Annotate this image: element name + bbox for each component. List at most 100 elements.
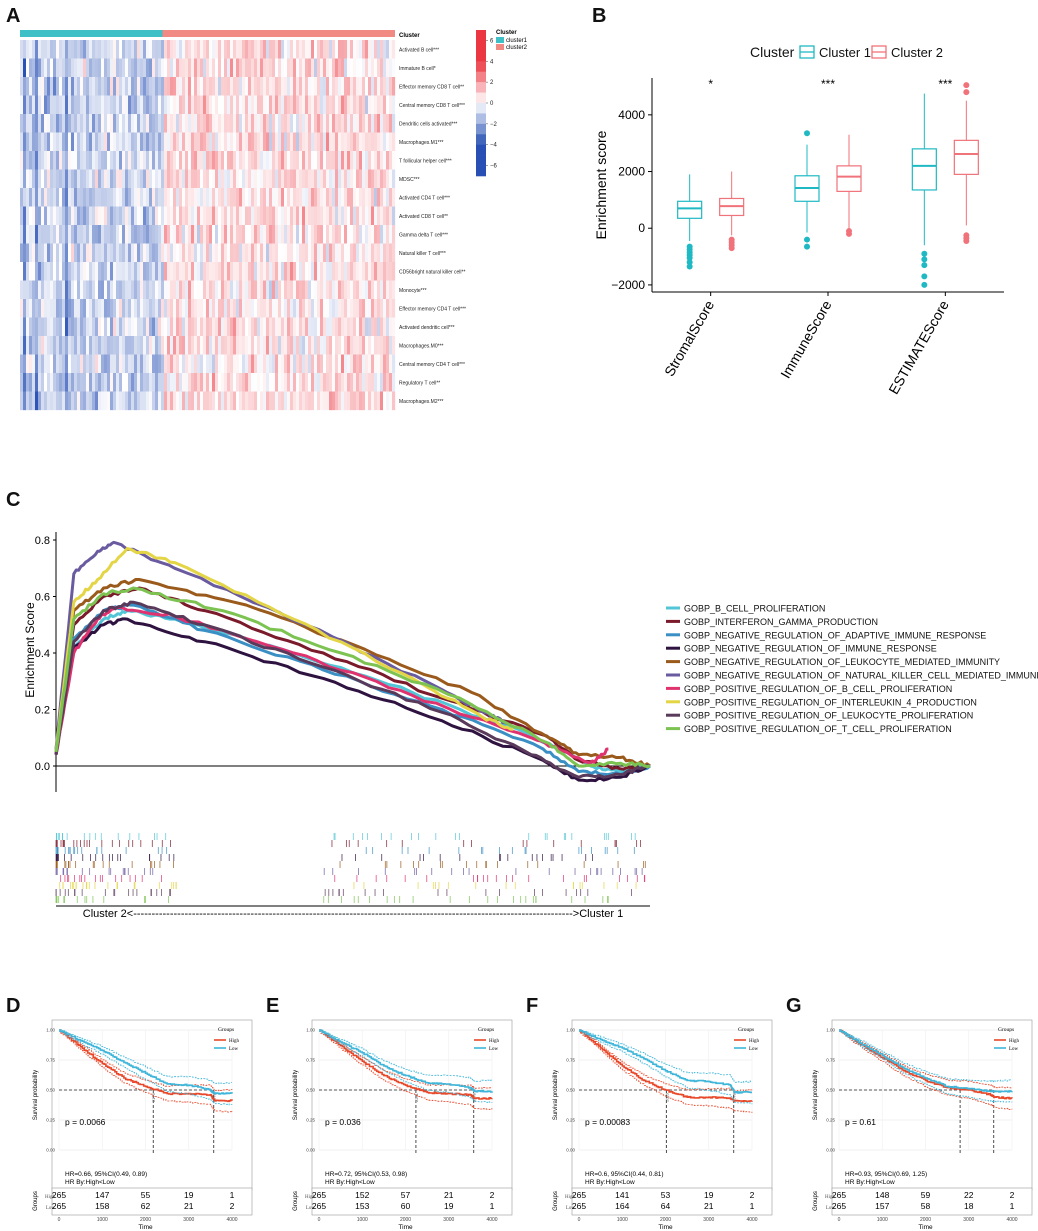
heatmap-cell: [188, 206, 192, 226]
heatmap-cell: [362, 40, 366, 59]
heatmap-cell: [80, 95, 84, 115]
heatmap-cell: [356, 317, 360, 337]
heatmap-cell: [326, 354, 330, 374]
heatmap-cell: [122, 336, 126, 355]
heatmap-cell: [164, 151, 168, 170]
heatmap-cell: [383, 40, 387, 59]
heatmap-cell: [326, 77, 330, 96]
heatmap-cell: [266, 169, 270, 189]
heatmap-cell: [284, 280, 288, 300]
heatmap-cell: [239, 354, 243, 374]
heatmap-cell: [170, 114, 174, 133]
heatmap-cell: [182, 373, 186, 392]
heatmap-cell: [158, 188, 162, 207]
heatmap-cell: [308, 132, 312, 152]
heatmap-cell: [26, 77, 30, 96]
heatmap-cell: [182, 206, 186, 226]
heatmap-cell: [113, 280, 117, 300]
heatmap-cell: [272, 354, 276, 374]
km-legend-label: High: [749, 1039, 760, 1044]
heatmap-cell: [338, 373, 342, 392]
heatmap-cell: [128, 243, 132, 263]
heatmap-cell: [251, 206, 255, 226]
heatmap-cell: [335, 262, 339, 281]
heatmap-cell: [269, 373, 273, 392]
heatmap-cell: [230, 354, 234, 374]
heatmap-cell: [140, 151, 144, 170]
heatmap-cell: [368, 95, 372, 115]
heatmap-cell: [200, 40, 204, 59]
heatmap-cell: [248, 225, 252, 244]
heatmap-cell: [212, 132, 216, 152]
heatmap-cell: [362, 188, 366, 207]
heatmap-cell: [254, 354, 258, 374]
heatmap-cell: [182, 262, 186, 281]
heatmap-cell: [182, 188, 186, 207]
heatmap-cell: [392, 243, 396, 263]
heatmap-cell: [71, 169, 75, 189]
heatmap-cell: [176, 58, 180, 78]
heatmap-cell: [188, 132, 192, 152]
heatmap-cell: [344, 77, 348, 96]
heatmap-cell: [71, 188, 75, 207]
heatmap-cell: [71, 243, 75, 263]
heatmap-cell: [32, 243, 36, 263]
heatmap-cell: [194, 188, 198, 207]
heatmap-cell: [299, 151, 303, 170]
heatmap-cell: [383, 95, 387, 115]
heatmap-cell: [194, 354, 198, 374]
heatmap-cell: [206, 299, 210, 318]
heatmap-cell: [152, 225, 156, 244]
heatmap-cell: [122, 151, 126, 170]
heatmap-cell: [332, 225, 336, 244]
box-outlier-point: [963, 82, 970, 89]
heatmap-cell: [71, 206, 75, 226]
heatmap-cell: [41, 391, 45, 411]
km-ci-lower: [839, 1031, 1013, 1103]
heatmap-cell: [149, 95, 153, 115]
heatmap-cell: [209, 391, 213, 411]
heatmap-cell: [299, 280, 303, 300]
heatmap-cell: [203, 206, 207, 226]
heatmap-cell: [257, 58, 261, 78]
heatmap-cell: [53, 151, 57, 170]
heatmap-cell: [113, 317, 117, 337]
heatmap-cell: [257, 95, 261, 115]
heatmap-cell: [284, 225, 288, 244]
heatmap-cell: [356, 225, 360, 244]
heatmap-cell: [107, 77, 111, 96]
heatmap-cell: [188, 95, 192, 115]
heatmap-cell: [128, 40, 132, 59]
heatmap-cell: [260, 317, 264, 337]
heatmap-cell: [152, 299, 156, 318]
heatmap-cell: [200, 95, 204, 115]
km-ci-lower: [59, 1031, 233, 1113]
heatmap-cell: [119, 132, 123, 152]
heatmap-cell: [44, 188, 48, 207]
heatmap-cell: [41, 336, 45, 355]
heatmap-cell: [377, 280, 381, 300]
heatmap-cell: [104, 280, 108, 300]
heatmap-cell: [23, 225, 27, 244]
heatmap-cell: [278, 299, 282, 318]
heatmap-cell: [248, 299, 252, 318]
heatmap-cell: [98, 391, 102, 411]
heatmap-cell: [350, 373, 354, 392]
heatmap-cell: [197, 40, 201, 59]
km-survival-curve: [59, 1029, 233, 1103]
heatmap-cell: [284, 317, 288, 337]
heatmap-cell: [392, 262, 396, 281]
heatmap-cell: [29, 225, 33, 244]
heatmap-cell: [191, 206, 195, 226]
heatmap-cell: [110, 95, 114, 115]
heatmap-cell: [92, 299, 96, 318]
heatmap-cell: [95, 40, 99, 59]
heatmap-cell: [200, 262, 204, 281]
heatmap-cell: [275, 95, 279, 115]
heatmap-cell: [317, 95, 321, 115]
heatmap-cell: [386, 336, 390, 355]
heatmap-cell: [26, 243, 30, 263]
heatmap-cell: [59, 299, 63, 318]
heatmap-cell: [71, 151, 75, 170]
heatmap-cell: [164, 58, 168, 78]
